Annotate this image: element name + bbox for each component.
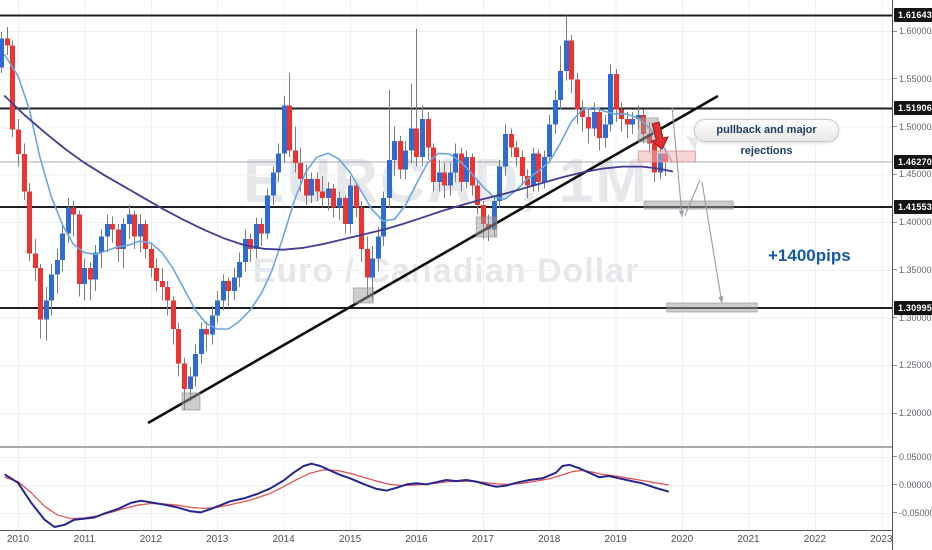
price-tick-label: 1.60000 bbox=[893, 26, 932, 36]
year-label: 2013 bbox=[206, 534, 229, 545]
macd-line bbox=[4, 462, 670, 528]
price-tick-label: 1.50000 bbox=[893, 122, 932, 132]
ma-fast-line bbox=[3, 54, 673, 330]
price-tick-label: -0.05000 bbox=[893, 508, 932, 518]
zone-boxes bbox=[181, 117, 758, 411]
year-label: 2010 bbox=[6, 534, 30, 545]
ma-slow-line bbox=[3, 95, 673, 251]
price-level-badge: 1.51906 bbox=[894, 101, 932, 116]
price-tick-label: 1.25000 bbox=[893, 360, 932, 370]
year-label: 2023 bbox=[870, 534, 893, 545]
price-level-badge: 1.41553 bbox=[894, 200, 932, 215]
year-label: 2012 bbox=[139, 534, 162, 545]
annotation-callout[interactable]: pullback and major rejections bbox=[682, 119, 839, 157]
year-label: 2016 bbox=[405, 534, 428, 545]
price-axis[interactable]: 1.60000 1.55000 1.50000 1.45000 1.40000 1.350… bbox=[892, 0, 932, 550]
year-label: 2020 bbox=[670, 534, 694, 545]
price-tick-label: 1.20000 bbox=[893, 408, 932, 418]
time-axis[interactable]: 2010 2011 2012 2013 2014 2015 2016 2017 2018 2019… bbox=[0, 531, 932, 550]
price-level-badge: 1.30995 bbox=[894, 301, 932, 316]
year-label: 2021 bbox=[737, 534, 760, 545]
grid-lines bbox=[0, 0, 892, 530]
indicator-pane bbox=[4, 462, 670, 528]
rejection-zone bbox=[637, 150, 696, 163]
year-label: 2018 bbox=[538, 534, 561, 545]
year-label: 2011 bbox=[73, 534, 96, 545]
ascending-trendline bbox=[147, 94, 719, 425]
year-label: 2017 bbox=[471, 534, 494, 545]
price-level-badge: 1.61643 bbox=[894, 8, 932, 23]
chart-canvas[interactable] bbox=[0, 0, 892, 531]
year-label: 2014 bbox=[272, 534, 295, 545]
price-level-badge: 1.46270 bbox=[894, 155, 932, 170]
pips-target-label[interactable]: +1400pips bbox=[768, 246, 851, 265]
price-tick-label: 1.45000 bbox=[893, 169, 932, 179]
price-tick-label: 0.05000 bbox=[893, 452, 932, 462]
year-label: 2015 bbox=[338, 534, 362, 545]
year-label: 2019 bbox=[604, 534, 627, 545]
chart-pane[interactable]: EURCAD, 1M Euro / Canadian Dollar pullba… bbox=[0, 0, 892, 531]
year-label: 2022 bbox=[803, 534, 827, 545]
price-tick-label: 1.30000 bbox=[893, 313, 932, 323]
price-tick-label: 1.40000 bbox=[893, 217, 932, 227]
candle-wicks bbox=[1, 15, 666, 411]
signal-line bbox=[4, 469, 669, 520]
annotation-callout-text: pullback and major rejections bbox=[716, 124, 817, 157]
down-arrow-marker bbox=[650, 121, 669, 150]
price-tick-label: 0.00000 bbox=[893, 480, 932, 490]
price-tick-label: 1.55000 bbox=[893, 74, 932, 84]
price-tick-label: 1.35000 bbox=[893, 265, 932, 275]
projection-arrows bbox=[671, 106, 724, 304]
